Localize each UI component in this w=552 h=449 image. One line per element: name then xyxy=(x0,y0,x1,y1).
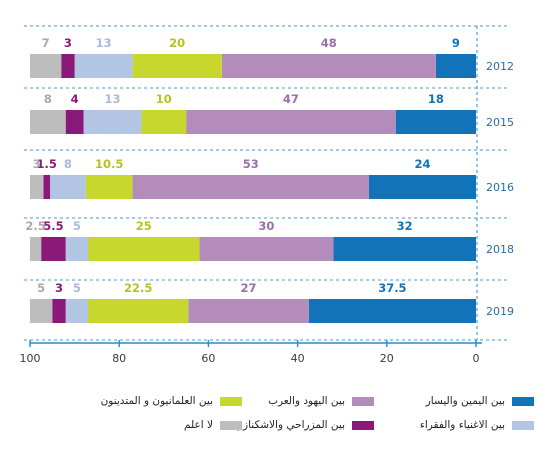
data-label: 5 xyxy=(37,281,45,295)
data-label: 47 xyxy=(283,92,299,106)
legend-item: لا اعلم xyxy=(184,419,242,431)
data-label: 18 xyxy=(428,92,444,106)
data-label: 3 xyxy=(55,281,63,295)
legend-label: بين العلمانيون و المتدينون xyxy=(100,395,213,407)
data-label: 4 xyxy=(71,92,79,106)
data-label: 10 xyxy=(156,92,172,106)
category-label: 2012 xyxy=(486,60,514,73)
bar-segment xyxy=(435,54,476,78)
data-label: 5 xyxy=(73,281,81,295)
data-label: 2.5 xyxy=(25,219,45,233)
legend-item: بين العلمانيون و المتدينون xyxy=(101,395,242,407)
data-label: 25 xyxy=(136,219,152,233)
bar-segment xyxy=(43,175,51,199)
category-label: 2019 xyxy=(486,305,514,318)
bar-segment xyxy=(61,54,75,78)
bar-segment xyxy=(132,175,369,199)
bar-segment xyxy=(85,175,133,199)
data-label: 13 xyxy=(96,36,112,50)
bar-segment xyxy=(141,110,187,134)
data-label: 10.5 xyxy=(95,157,123,171)
bar-segment xyxy=(50,175,86,199)
bar-segment xyxy=(333,237,476,261)
data-label: 32 xyxy=(397,219,413,233)
bar-segment xyxy=(30,237,42,261)
data-label: 30 xyxy=(258,219,274,233)
legend-label: بين اليهود والعرب xyxy=(268,395,345,407)
data-label: 22.5 xyxy=(124,281,152,295)
x-tick-label: 40 xyxy=(291,352,305,365)
category-label: 2018 xyxy=(486,243,514,256)
legend-item: بين اليهود والعرب xyxy=(268,395,374,407)
bar-segment xyxy=(41,237,66,261)
legend-label: بين اليمين واليسار xyxy=(425,395,505,407)
legend-item: بين اليمين واليسار xyxy=(426,395,534,407)
legend-swatch xyxy=(220,396,242,406)
data-label: 7 xyxy=(42,36,50,50)
data-label: 37.5 xyxy=(378,281,406,295)
bar-segment xyxy=(186,110,396,134)
data-label: 53 xyxy=(243,157,259,171)
bar-segment xyxy=(395,110,476,134)
bar-segment xyxy=(30,110,66,134)
legend: بين اليمين واليسار بين اليهود والعرب بين ا… xyxy=(0,393,552,449)
bar-segment xyxy=(308,299,476,323)
x-tick-label: 60 xyxy=(201,352,215,365)
x-tick-label: 20 xyxy=(380,352,394,365)
bar-segment xyxy=(52,299,66,323)
x-tick-label: 100 xyxy=(20,352,41,365)
bar-segment xyxy=(221,54,436,78)
legend-label: بين المزراحي والاشكنازي xyxy=(234,419,345,431)
legend-swatch xyxy=(352,396,374,406)
bar-segment xyxy=(87,299,189,323)
category-label: 2016 xyxy=(486,181,514,194)
bar-segment xyxy=(87,237,200,261)
data-label: 13 xyxy=(105,92,121,106)
data-label: 3 xyxy=(33,157,41,171)
data-label: 27 xyxy=(241,281,257,295)
data-label: 5 xyxy=(73,219,81,233)
bar-segment xyxy=(65,237,88,261)
bar-segment xyxy=(30,175,44,199)
data-label: 8 xyxy=(44,92,52,106)
data-label: 3 xyxy=(64,36,72,50)
data-label: 20 xyxy=(169,36,185,50)
x-tick-label: 0 xyxy=(473,352,480,365)
legend-swatch xyxy=(512,420,534,430)
data-label: 1.5 xyxy=(37,157,57,171)
data-label: 24 xyxy=(414,157,430,171)
bar-segment xyxy=(65,299,88,323)
bar-segment xyxy=(368,175,476,199)
legend-swatch xyxy=(352,420,374,430)
stacked-bar-chart: 100 80 60 40 20 09482013372012184710134820152… xyxy=(20,25,514,365)
data-label: 9 xyxy=(452,36,460,50)
data-label: 8 xyxy=(64,157,72,171)
bar-segment xyxy=(132,54,222,78)
bar-segment xyxy=(30,54,62,78)
bar-segment xyxy=(199,237,334,261)
bar-segment xyxy=(74,54,133,78)
x-tick-label: 80 xyxy=(112,352,126,365)
bar-segment xyxy=(30,299,53,323)
bar-segment xyxy=(188,299,309,323)
legend-label: بين الاغنياء والفقراء xyxy=(419,419,505,431)
legend-item: بين المزراحي والاشكنازي xyxy=(235,419,374,431)
legend-item: بين الاغنياء والفقراء xyxy=(420,419,534,431)
legend-swatch xyxy=(512,396,534,406)
data-label: 5.5 xyxy=(43,219,63,233)
bar-segment xyxy=(83,110,142,134)
bar-segment xyxy=(65,110,84,134)
legend-swatch xyxy=(220,420,242,430)
data-label: 48 xyxy=(321,36,337,50)
category-label: 2015 xyxy=(486,116,514,129)
legend-label: لا اعلم xyxy=(184,419,213,431)
